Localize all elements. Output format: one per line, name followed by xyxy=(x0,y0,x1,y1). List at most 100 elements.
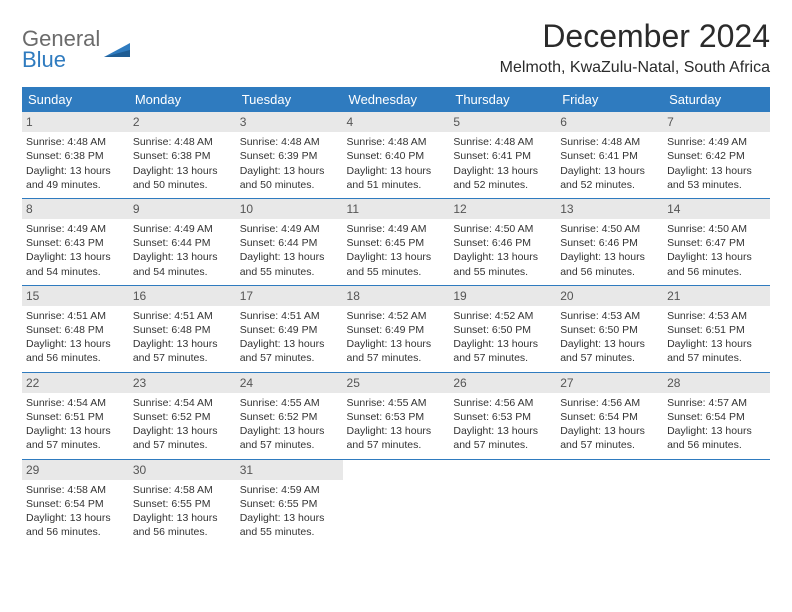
sunrise-text: Sunrise: 4:52 AM xyxy=(453,309,552,323)
day-cell: 15Sunrise: 4:51 AMSunset: 6:48 PMDayligh… xyxy=(22,285,129,372)
logo-word-blue: Blue xyxy=(22,49,100,71)
day-number: 7 xyxy=(663,112,770,132)
day-cell: 4Sunrise: 4:48 AMSunset: 6:40 PMDaylight… xyxy=(343,112,450,198)
sunrise-text: Sunrise: 4:49 AM xyxy=(667,135,766,149)
day-number: 13 xyxy=(556,199,663,219)
daylight-text: Daylight: 13 hours xyxy=(560,164,659,178)
daylight-text: Daylight: 13 hours xyxy=(560,337,659,351)
day-number: 21 xyxy=(663,286,770,306)
day-number: 17 xyxy=(236,286,343,306)
daylight-text: Daylight: 13 hours xyxy=(453,250,552,264)
calendar-page: General Blue December 2024 Melmoth, KwaZ… xyxy=(0,0,792,563)
day-cell: 24Sunrise: 4:55 AMSunset: 6:52 PMDayligh… xyxy=(236,372,343,459)
day-number: 19 xyxy=(449,286,556,306)
day-cell: 13Sunrise: 4:50 AMSunset: 6:46 PMDayligh… xyxy=(556,198,663,285)
day-cell: 7Sunrise: 4:49 AMSunset: 6:42 PMDaylight… xyxy=(663,112,770,198)
day-cell: 25Sunrise: 4:55 AMSunset: 6:53 PMDayligh… xyxy=(343,372,450,459)
sunrise-text: Sunrise: 4:48 AM xyxy=(26,135,125,149)
daylight-text: and 56 minutes. xyxy=(26,351,125,365)
day-number: 9 xyxy=(129,199,236,219)
sunset-text: Sunset: 6:44 PM xyxy=(133,236,232,250)
sunset-text: Sunset: 6:44 PM xyxy=(240,236,339,250)
day-cell: 10Sunrise: 4:49 AMSunset: 6:44 PMDayligh… xyxy=(236,198,343,285)
daylight-text: Daylight: 13 hours xyxy=(347,250,446,264)
daylight-text: and 57 minutes. xyxy=(240,438,339,452)
daylight-text: and 56 minutes. xyxy=(133,525,232,539)
col-tuesday: Tuesday xyxy=(236,87,343,112)
day-cell: 27Sunrise: 4:56 AMSunset: 6:54 PMDayligh… xyxy=(556,372,663,459)
day-number: 28 xyxy=(663,373,770,393)
location-text: Melmoth, KwaZulu-Natal, South Africa xyxy=(500,59,770,77)
daylight-text: and 57 minutes. xyxy=(133,351,232,365)
daylight-text: Daylight: 13 hours xyxy=(133,250,232,264)
day-number: 18 xyxy=(343,286,450,306)
day-cell: 5Sunrise: 4:48 AMSunset: 6:41 PMDaylight… xyxy=(449,112,556,198)
sunrise-text: Sunrise: 4:48 AM xyxy=(240,135,339,149)
weekday-header-row: Sunday Monday Tuesday Wednesday Thursday… xyxy=(22,87,770,112)
day-number: 26 xyxy=(449,373,556,393)
daylight-text: Daylight: 13 hours xyxy=(347,164,446,178)
sunrise-text: Sunrise: 4:55 AM xyxy=(347,396,446,410)
day-number: 22 xyxy=(22,373,129,393)
day-cell: 3Sunrise: 4:48 AMSunset: 6:39 PMDaylight… xyxy=(236,112,343,198)
daylight-text: and 57 minutes. xyxy=(667,351,766,365)
calendar-table: Sunday Monday Tuesday Wednesday Thursday… xyxy=(22,87,770,545)
col-friday: Friday xyxy=(556,87,663,112)
daylight-text: and 57 minutes. xyxy=(560,351,659,365)
day-cell xyxy=(556,459,663,545)
day-number: 2 xyxy=(129,112,236,132)
sunrise-text: Sunrise: 4:48 AM xyxy=(453,135,552,149)
daylight-text: Daylight: 13 hours xyxy=(26,337,125,351)
sunrise-text: Sunrise: 4:57 AM xyxy=(667,396,766,410)
daylight-text: and 50 minutes. xyxy=(240,178,339,192)
daylight-text: Daylight: 13 hours xyxy=(667,250,766,264)
sunset-text: Sunset: 6:49 PM xyxy=(347,323,446,337)
week-row: 29Sunrise: 4:58 AMSunset: 6:54 PMDayligh… xyxy=(22,459,770,545)
sunrise-text: Sunrise: 4:54 AM xyxy=(26,396,125,410)
sunrise-text: Sunrise: 4:50 AM xyxy=(667,222,766,236)
day-cell: 9Sunrise: 4:49 AMSunset: 6:44 PMDaylight… xyxy=(129,198,236,285)
daylight-text: Daylight: 13 hours xyxy=(133,337,232,351)
sunset-text: Sunset: 6:46 PM xyxy=(453,236,552,250)
day-number: 16 xyxy=(129,286,236,306)
sunset-text: Sunset: 6:54 PM xyxy=(667,410,766,424)
col-sunday: Sunday xyxy=(22,87,129,112)
col-saturday: Saturday xyxy=(663,87,770,112)
day-number: 15 xyxy=(22,286,129,306)
week-row: 15Sunrise: 4:51 AMSunset: 6:48 PMDayligh… xyxy=(22,285,770,372)
day-cell: 31Sunrise: 4:59 AMSunset: 6:55 PMDayligh… xyxy=(236,459,343,545)
sunrise-text: Sunrise: 4:48 AM xyxy=(560,135,659,149)
sunset-text: Sunset: 6:54 PM xyxy=(560,410,659,424)
day-cell: 30Sunrise: 4:58 AMSunset: 6:55 PMDayligh… xyxy=(129,459,236,545)
sunrise-text: Sunrise: 4:58 AM xyxy=(133,483,232,497)
day-number: 4 xyxy=(343,112,450,132)
day-number: 30 xyxy=(129,460,236,480)
daylight-text: Daylight: 13 hours xyxy=(453,164,552,178)
day-number: 31 xyxy=(236,460,343,480)
sunset-text: Sunset: 6:48 PM xyxy=(26,323,125,337)
col-wednesday: Wednesday xyxy=(343,87,450,112)
daylight-text: Daylight: 13 hours xyxy=(133,424,232,438)
sunset-text: Sunset: 6:50 PM xyxy=(453,323,552,337)
daylight-text: and 57 minutes. xyxy=(453,438,552,452)
sunset-text: Sunset: 6:51 PM xyxy=(667,323,766,337)
sunrise-text: Sunrise: 4:50 AM xyxy=(560,222,659,236)
day-cell xyxy=(449,459,556,545)
daylight-text: Daylight: 13 hours xyxy=(240,511,339,525)
sunset-text: Sunset: 6:50 PM xyxy=(560,323,659,337)
sunset-text: Sunset: 6:38 PM xyxy=(26,149,125,163)
daylight-text: and 57 minutes. xyxy=(240,351,339,365)
day-number: 12 xyxy=(449,199,556,219)
daylight-text: Daylight: 13 hours xyxy=(560,424,659,438)
daylight-text: Daylight: 13 hours xyxy=(667,424,766,438)
day-cell xyxy=(343,459,450,545)
sunset-text: Sunset: 6:51 PM xyxy=(26,410,125,424)
sunrise-text: Sunrise: 4:52 AM xyxy=(347,309,446,323)
day-number: 25 xyxy=(343,373,450,393)
day-cell: 17Sunrise: 4:51 AMSunset: 6:49 PMDayligh… xyxy=(236,285,343,372)
day-number: 6 xyxy=(556,112,663,132)
sunrise-text: Sunrise: 4:54 AM xyxy=(133,396,232,410)
sunset-text: Sunset: 6:46 PM xyxy=(560,236,659,250)
sunrise-text: Sunrise: 4:59 AM xyxy=(240,483,339,497)
day-number: 29 xyxy=(22,460,129,480)
